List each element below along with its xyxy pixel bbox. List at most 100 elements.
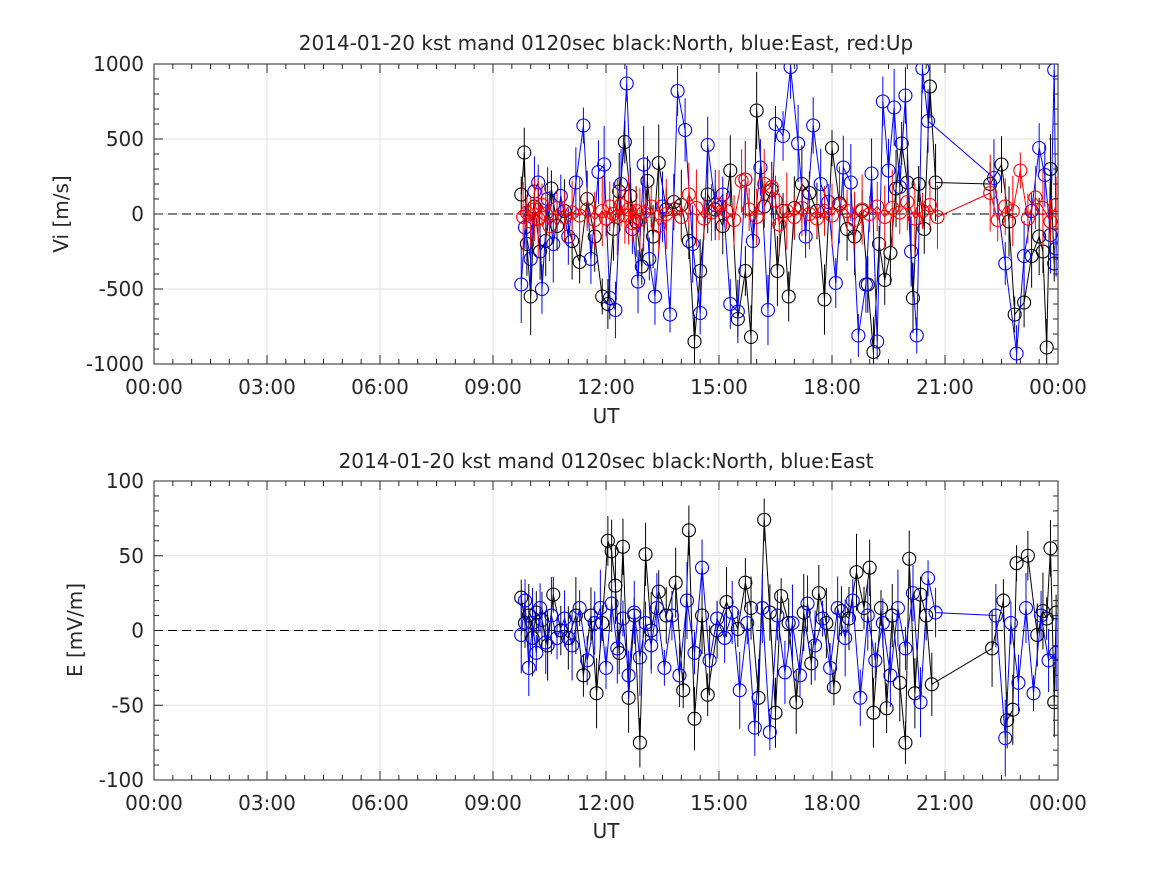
velocity-east-point bbox=[708, 197, 723, 213]
velocity-east-point bbox=[523, 251, 538, 267]
efield-north-point bbox=[892, 675, 907, 690]
efield-north-point bbox=[1043, 541, 1058, 556]
efield-east-point bbox=[587, 615, 602, 631]
efield-north-point bbox=[879, 701, 894, 716]
efield-north-point bbox=[529, 605, 544, 620]
efield-y-axis-label: E [mV/m] bbox=[63, 583, 87, 677]
velocity-up-point bbox=[922, 197, 937, 213]
efield-east-point bbox=[860, 608, 875, 623]
efield-east-point bbox=[621, 668, 636, 683]
velocity-north-point bbox=[994, 157, 1009, 172]
velocity-east-point bbox=[920, 113, 936, 129]
velocity-east-point bbox=[700, 137, 715, 153]
velocity-east-point bbox=[986, 170, 1002, 186]
velocity-east-point bbox=[843, 175, 858, 190]
efield-east-point bbox=[1026, 686, 1041, 701]
efield-east-point bbox=[572, 601, 587, 616]
efield-east-point bbox=[845, 593, 860, 608]
velocity-north-point bbox=[1032, 229, 1047, 244]
efield-north-point bbox=[841, 611, 857, 626]
efield-x-tick-label: 00:00 bbox=[125, 791, 183, 815]
velocity-y-axis-label: Vi [m/s] bbox=[49, 175, 73, 252]
velocity-y-tick-label: -500 bbox=[99, 277, 144, 301]
efield-x-tick-label: 12:00 bbox=[577, 791, 635, 815]
efield-east-point bbox=[800, 596, 815, 611]
efield-x-tick-label: 00:00 bbox=[1029, 791, 1087, 815]
velocity-north-point bbox=[743, 329, 759, 345]
velocity-axes-frame bbox=[153, 63, 1059, 365]
velocity-up-line bbox=[522, 170, 1057, 228]
efield-east-point bbox=[898, 641, 913, 656]
efield-east-point bbox=[883, 668, 898, 683]
velocity-east-point bbox=[568, 175, 583, 190]
velocity-east-point bbox=[685, 236, 700, 252]
velocity-east-point bbox=[791, 136, 806, 151]
velocity-east-point bbox=[904, 244, 919, 259]
velocity-up-point bbox=[719, 203, 734, 219]
velocity-up-point bbox=[900, 194, 915, 210]
velocity-up-point bbox=[847, 212, 862, 228]
efield-north-point bbox=[781, 615, 796, 631]
efield-north-point bbox=[576, 668, 591, 683]
efield-east-point bbox=[792, 668, 808, 683]
velocity-north-point bbox=[911, 176, 926, 192]
velocity-north-point bbox=[922, 79, 937, 94]
efield-north-point bbox=[600, 533, 615, 548]
efield-north-point bbox=[608, 578, 623, 593]
efield-east-point bbox=[544, 608, 559, 623]
efield-east-point bbox=[755, 601, 770, 616]
efield-north-point bbox=[615, 539, 631, 554]
efield-east-point bbox=[679, 593, 695, 608]
efield-north-point bbox=[1009, 556, 1024, 571]
velocity-up-point bbox=[606, 206, 621, 222]
efield-east-point bbox=[610, 641, 625, 656]
efield-east-point bbox=[649, 601, 664, 616]
efield-east-point bbox=[687, 645, 702, 660]
velocity-up-point bbox=[689, 200, 704, 216]
efield-east-point bbox=[638, 615, 653, 631]
efield-east-point bbox=[905, 586, 921, 601]
velocity-up-point bbox=[983, 185, 998, 201]
efield-north-point bbox=[1030, 627, 1045, 643]
velocity-up-point bbox=[516, 209, 531, 225]
velocity-x-tick-label: 21:00 bbox=[916, 375, 974, 399]
velocity-north-point bbox=[693, 263, 708, 279]
velocity-up-point bbox=[787, 209, 802, 225]
velocity-up-point bbox=[877, 209, 892, 225]
velocity-up-point bbox=[892, 205, 907, 220]
velocity-up-point bbox=[870, 199, 885, 214]
velocity-up-point bbox=[557, 209, 572, 225]
efield-east-series bbox=[514, 539, 1058, 777]
velocity-up-point bbox=[1013, 163, 1028, 178]
efield-north-point bbox=[885, 608, 900, 623]
velocity-up-point bbox=[1005, 203, 1020, 219]
efield-east-point bbox=[717, 630, 732, 646]
velocity-east-point bbox=[864, 166, 879, 181]
efield-north-point bbox=[866, 705, 881, 720]
efield-east-point bbox=[533, 601, 548, 616]
velocity-up-point bbox=[681, 187, 696, 202]
efield-north-point bbox=[681, 523, 696, 538]
efield-east-point bbox=[598, 660, 614, 675]
efield-east-point bbox=[913, 695, 928, 710]
velocity-up-point bbox=[727, 212, 742, 228]
efield-east-point bbox=[838, 630, 853, 646]
velocity-north-point bbox=[1007, 307, 1022, 322]
velocity-east-point bbox=[836, 160, 851, 175]
efield-east-point bbox=[644, 638, 659, 653]
velocity-east-point bbox=[693, 305, 708, 321]
efield-x-tick-label: 15:00 bbox=[690, 791, 748, 815]
efield-plot-area bbox=[514, 498, 1058, 777]
velocity-up-point bbox=[817, 203, 832, 219]
velocity-east-point bbox=[753, 160, 768, 175]
efield-north-point bbox=[651, 584, 666, 599]
velocity-east-point bbox=[608, 302, 623, 318]
velocity-east-point bbox=[1032, 140, 1047, 156]
efield-north-point bbox=[700, 687, 715, 702]
velocity-east-point bbox=[881, 163, 896, 178]
velocity-east-point bbox=[642, 251, 657, 267]
velocity-up-point bbox=[666, 202, 681, 217]
velocity-north-point bbox=[817, 292, 832, 307]
velocity-north-point bbox=[634, 259, 649, 274]
velocity-up-point bbox=[549, 200, 565, 216]
